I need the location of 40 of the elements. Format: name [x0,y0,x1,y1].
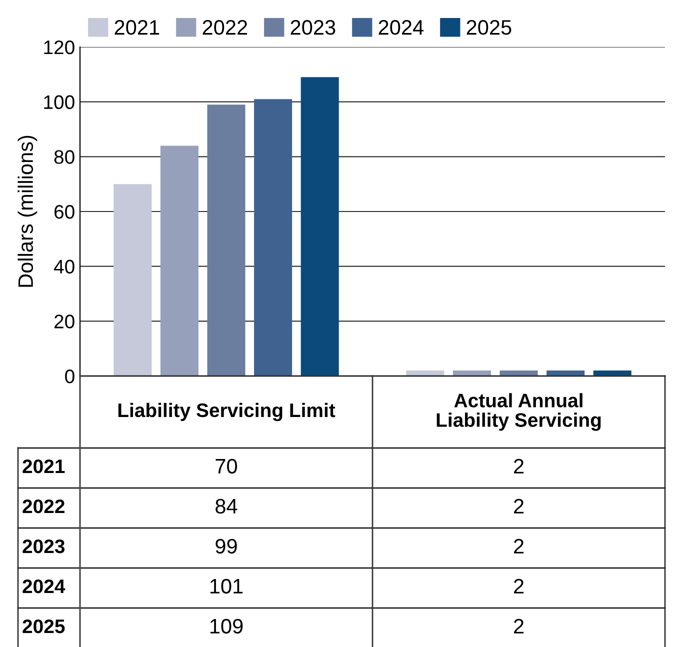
bar [207,104,246,376]
bar [593,370,632,376]
data-label: 2 [514,458,524,474]
y-tick-label: 100 [44,95,74,110]
y-axis-title: Dollars (millions) [18,136,38,287]
bar [114,184,152,376]
text: 2025 [22,619,65,634]
data-label: 2 [514,538,524,554]
data-label: 70 [216,458,238,474]
text: 2021 [22,459,65,474]
data-label: 101 [210,578,243,594]
bar [546,370,585,376]
bar [406,370,444,376]
legend-label: 2025 [466,20,512,35]
bar [254,99,292,376]
y-tick-label: 0 [65,369,74,384]
y-tick-label: 60 [54,204,74,219]
bar [452,370,491,376]
y-tick-label: 20 [54,314,74,328]
x-tick-label: Actual Annual Liability Servicing [436,393,601,431]
legend-label: 2022 [202,20,248,35]
data-label: 2 [514,498,524,514]
data-label: 109 [210,618,243,634]
data-label: 2 [514,618,524,634]
x-tick-label: Liability Servicing Limit [118,402,336,422]
bar [300,77,339,376]
text: 2024 [22,579,66,594]
bar [500,370,538,376]
legend-label: 2024 [378,20,424,35]
legend-label: 2021 [114,20,160,35]
y-tick-label: 40 [54,260,74,274]
legend-label: 2023 [290,20,336,35]
text: 2023 [22,539,65,554]
y-tick-label: 120 [44,40,74,54]
data-label: 84 [216,498,238,514]
text: 2022 [22,499,64,514]
bar [160,146,198,376]
data-label: 99 [216,538,237,554]
data-label: 2 [514,578,524,594]
y-tick-label: 80 [54,150,74,164]
